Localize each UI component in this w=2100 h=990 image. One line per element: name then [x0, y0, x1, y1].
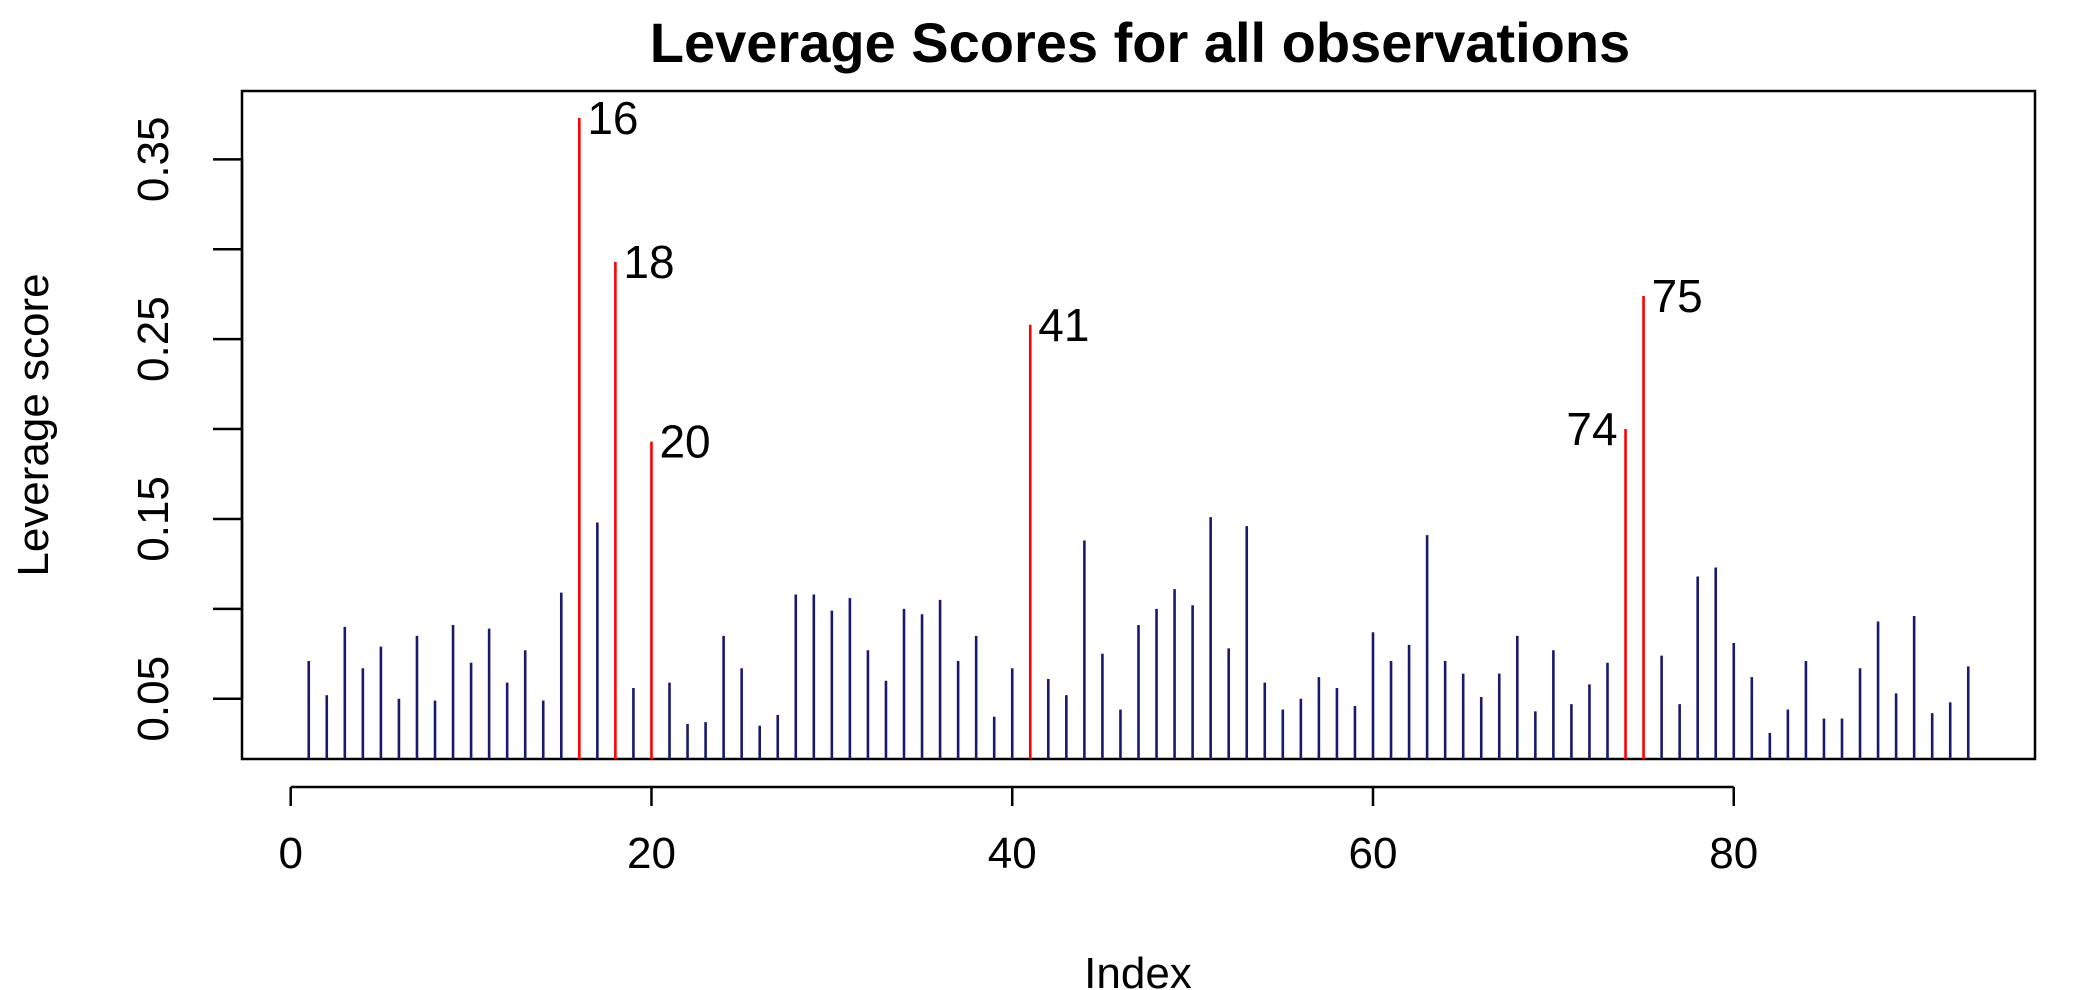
- x-axis: 0 20 40 60 80: [278, 787, 1758, 878]
- point-labels: 16 18 20 41 74 75: [587, 92, 1702, 468]
- y-tick-label-0.25: 0.25: [129, 296, 178, 382]
- point-label-41: 41: [1038, 299, 1089, 351]
- x-tick-label-0: 0: [278, 829, 302, 878]
- y-axis-label: Leverage score: [9, 273, 58, 576]
- x-axis-label: Index: [1084, 949, 1192, 990]
- y-axis: 0.05 0.15 0.25 0.35: [129, 117, 242, 742]
- y-tick-label-0.05: 0.05: [129, 656, 178, 742]
- x-tick-label-40: 40: [988, 829, 1037, 878]
- point-label-74: 74: [1566, 403, 1617, 455]
- x-tick-label-20: 20: [627, 829, 676, 878]
- chart-title: Leverage Scores for all observations: [650, 11, 1630, 74]
- x-tick-label-60: 60: [1349, 829, 1398, 878]
- y-tick-label-0.35: 0.35: [129, 117, 178, 203]
- point-label-18: 18: [623, 236, 674, 288]
- point-label-16: 16: [587, 92, 638, 144]
- needle-series: [309, 118, 1969, 759]
- x-tick-label-80: 80: [1709, 829, 1758, 878]
- point-label-75: 75: [1652, 270, 1703, 322]
- point-label-20: 20: [659, 416, 710, 468]
- y-tick-label-0.15: 0.15: [129, 476, 178, 562]
